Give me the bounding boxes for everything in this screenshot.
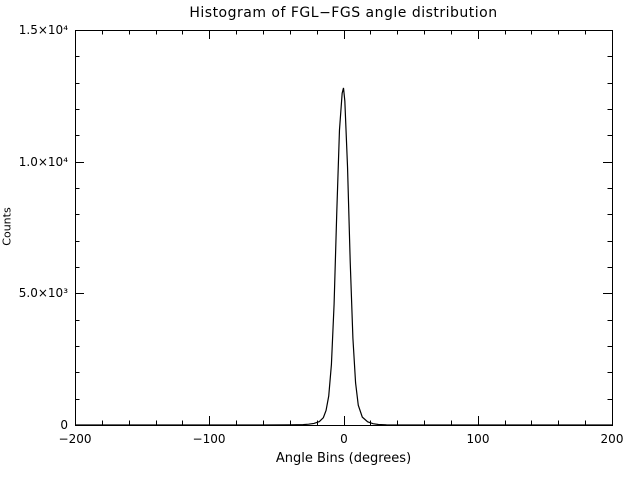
y-tick-label: 5.0×10³ [19, 286, 68, 300]
y-tick-label: 0 [60, 418, 68, 432]
x-tick-label: 100 [467, 432, 490, 446]
x-axis-label: Angle Bins (degrees) [275, 451, 412, 466]
x-tick-label: 200 [601, 432, 624, 446]
y-tick-label: 1.5×10⁴ [19, 23, 68, 37]
x-tick-label: −200 [59, 432, 92, 446]
histogram-curve [75, 87, 612, 426]
chart-title: Histogram of FGL−FGS angle distribution [189, 5, 498, 21]
y-tick-label: 1.0×10⁴ [19, 155, 68, 169]
x-tick-label: −100 [193, 432, 226, 446]
x-tick-label: 0 [340, 432, 348, 446]
